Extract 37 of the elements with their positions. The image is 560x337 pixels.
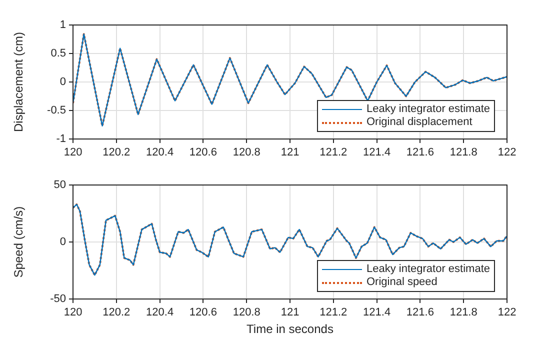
x-tick-label: 120 [64, 146, 82, 159]
y-tick-label: 0 [60, 76, 66, 88]
x-tick-label: 121.6 [406, 146, 434, 159]
x-tick-label: 121 [280, 146, 300, 159]
x-tick-label: 121.8 [450, 146, 478, 159]
x-tick-label: 121.2 [320, 146, 348, 159]
y-tick-label: 1 [60, 19, 66, 32]
x-tick-label: 122 [498, 146, 516, 159]
y-tick-label: -50 [50, 293, 66, 306]
x-tick-label: 120.2 [102, 306, 130, 319]
x-axis-title: Time in seconds [246, 322, 334, 336]
x-tick-label: 121.6 [406, 306, 434, 319]
y-tick-label: -1 [56, 133, 66, 146]
y-tick-label: 0.5 [50, 48, 66, 60]
y-tick-label: 0 [60, 236, 66, 248]
y-tick-label: -0.5 [47, 104, 66, 117]
x-tick-label: 121.4 [363, 306, 391, 319]
x-tick-label: 120 [64, 306, 82, 319]
x-tick-label: 120.4 [146, 146, 174, 159]
x-tick-label: 120.6 [189, 146, 217, 159]
legend-label: Leaky integrator estimate [366, 103, 490, 116]
x-tick-label: 120.6 [189, 306, 217, 319]
x-tick-label: 120.2 [102, 146, 130, 159]
x-tick-label: 121.8 [450, 306, 478, 319]
legend-label: Leaky integrator estimate [366, 263, 490, 276]
x-tick-label: 120.8 [232, 306, 260, 319]
x-tick-label: 120.8 [232, 146, 260, 159]
x-tick-label: 121.4 [363, 146, 391, 159]
x-tick-label: 121 [280, 306, 300, 319]
y-axis-title: Displacement (cm) [12, 32, 26, 132]
x-tick-label: 121.2 [320, 306, 348, 319]
legend-label: Original speed [366, 276, 438, 289]
x-tick-label: 120.4 [146, 306, 174, 319]
y-tick-label: 50 [54, 179, 66, 192]
x-tick-label: 122 [498, 306, 516, 319]
legend-label: Original displacement [366, 116, 472, 129]
y-axis-title: Speed (cm/s) [12, 206, 26, 278]
